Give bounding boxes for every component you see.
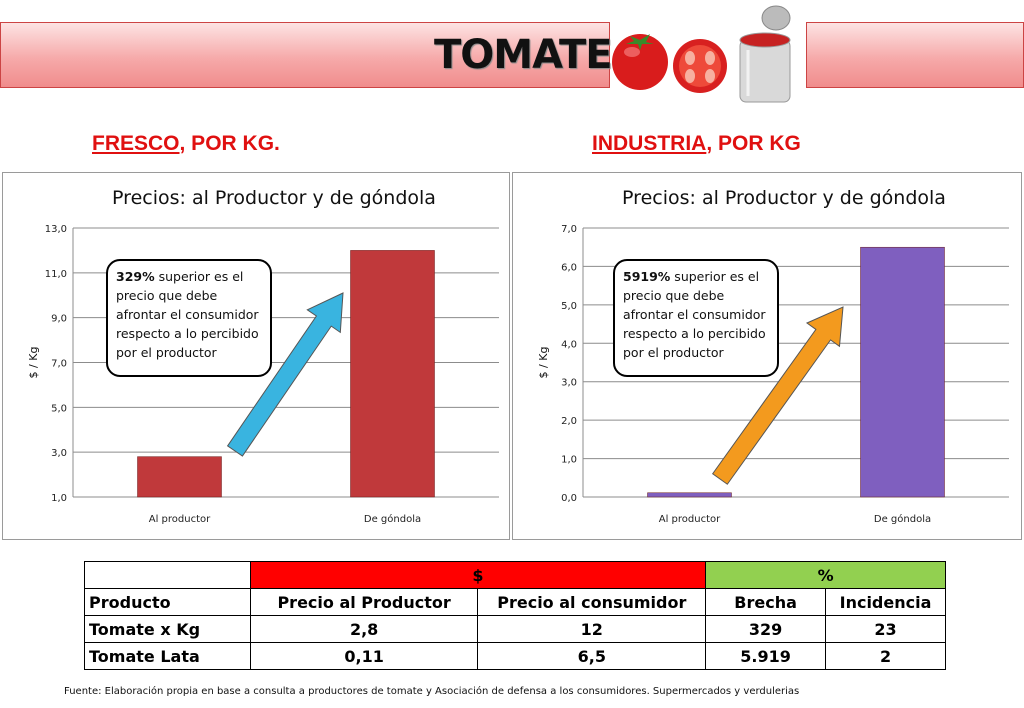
- annotation-callout-fresco: 329% superior es el precio que debe afro…: [106, 259, 272, 377]
- y-tick-label: 1,0: [51, 493, 67, 504]
- table-cell: 12: [477, 615, 707, 643]
- table-cell: 329: [705, 615, 827, 643]
- page-title: TOMATE: [434, 32, 613, 78]
- bar-de-gondola: [860, 246, 945, 498]
- tomato-slice-icon: [673, 39, 727, 93]
- col-header-precio-productor: Precio al Productor: [249, 588, 479, 616]
- table-cell: 0,11: [249, 642, 479, 670]
- y-tick-label: 5,0: [561, 301, 577, 312]
- x-tick-label: Al productor: [149, 514, 211, 525]
- y-tick-label: 7,0: [561, 224, 577, 235]
- table-cell: 6,5: [477, 642, 707, 670]
- group-header-money: $: [249, 561, 707, 589]
- chart-fresco: Precios: al Productor y de góndola 1,0 3,0…: [2, 172, 510, 540]
- y-axis-label: $ / Kg: [27, 347, 40, 379]
- tomato-pictures: [612, 5, 791, 103]
- y-axis-label: $ / Kg: [537, 347, 550, 379]
- col-header-producto: Producto: [84, 588, 251, 616]
- trend-arrow-shape: [711, 306, 844, 485]
- table-row: Tomate x Kg 2,8 12 329 23: [84, 615, 946, 643]
- table-cell: 5.919: [705, 642, 827, 670]
- col-header-precio-consumidor: Precio al consumidor: [477, 588, 707, 616]
- x-tick-label: De góndola: [364, 513, 421, 525]
- table-corner-cell: [84, 561, 251, 589]
- chart-fresco-svg: Precios: al Productor y de góndola 1,0 3,0…: [27, 187, 499, 525]
- y-tick-label: 7,0: [51, 359, 67, 370]
- chart-industria-svg: Precios: al Productor y de góndola 0,0 1,0…: [537, 187, 1009, 525]
- x-tick-label: Al productor: [659, 514, 721, 525]
- x-tick-label: De góndola: [874, 513, 931, 525]
- tin-can-icon: [739, 5, 791, 103]
- chart-title: Precios: al Productor y de góndola: [112, 187, 436, 209]
- table-header-row: Producto Precio al Productor Precio al c…: [84, 588, 946, 616]
- section-heading-industria: INDUSTRIA, POR KG: [592, 132, 801, 155]
- trend-arrow: [226, 292, 344, 457]
- bar-al-productor: [647, 492, 732, 498]
- section-heading-fresco: FRESCO, POR KG.: [92, 132, 280, 155]
- y-tick-label: 2,0: [561, 416, 577, 427]
- y-tick-label: 6,0: [561, 262, 577, 273]
- tomato-icon: [612, 34, 668, 90]
- table-cell: 2: [825, 642, 946, 670]
- title-banner-right: [806, 22, 1024, 88]
- table-cell: Tomate x Kg: [84, 615, 251, 643]
- y-tick-label: 0,0: [561, 493, 577, 504]
- source-note: Fuente: Elaboración propia en base a con…: [64, 686, 800, 697]
- title-banner-left: [0, 22, 610, 88]
- y-tick-label: 5,0: [51, 403, 67, 414]
- bar-al-productor: [137, 456, 222, 498]
- y-tick-label: 4,0: [561, 339, 577, 350]
- col-header-brecha: Brecha: [705, 588, 827, 616]
- chart-title: Precios: al Productor y de góndola: [622, 187, 946, 209]
- col-header-incidencia: Incidencia: [825, 588, 946, 616]
- bar-de-gondola: [350, 250, 435, 498]
- summary-table: $ % Producto Precio al Productor Precio …: [84, 561, 946, 670]
- group-header-percent: %: [705, 561, 946, 589]
- trend-arrow: [711, 306, 844, 485]
- y-tick-label: 1,0: [561, 455, 577, 466]
- y-tick-label: 9,0: [51, 314, 67, 325]
- chart-industria: Precios: al Productor y de góndola 0,0 1,0…: [512, 172, 1022, 540]
- table-row: Tomate Lata 0,11 6,5 5.919 2: [84, 642, 946, 670]
- trend-arrow-shape: [226, 292, 344, 457]
- y-tick-label: 3,0: [561, 378, 577, 389]
- table-cell: Tomate Lata: [84, 642, 251, 670]
- table-cell: 23: [825, 615, 946, 643]
- y-tick-label: 13,0: [45, 224, 67, 235]
- y-tick-label: 11,0: [45, 269, 67, 280]
- annotation-callout-industria: 5919% superior es el precio que debe afr…: [613, 259, 779, 377]
- table-cell: 2,8: [249, 615, 479, 643]
- y-tick-label: 3,0: [51, 448, 67, 459]
